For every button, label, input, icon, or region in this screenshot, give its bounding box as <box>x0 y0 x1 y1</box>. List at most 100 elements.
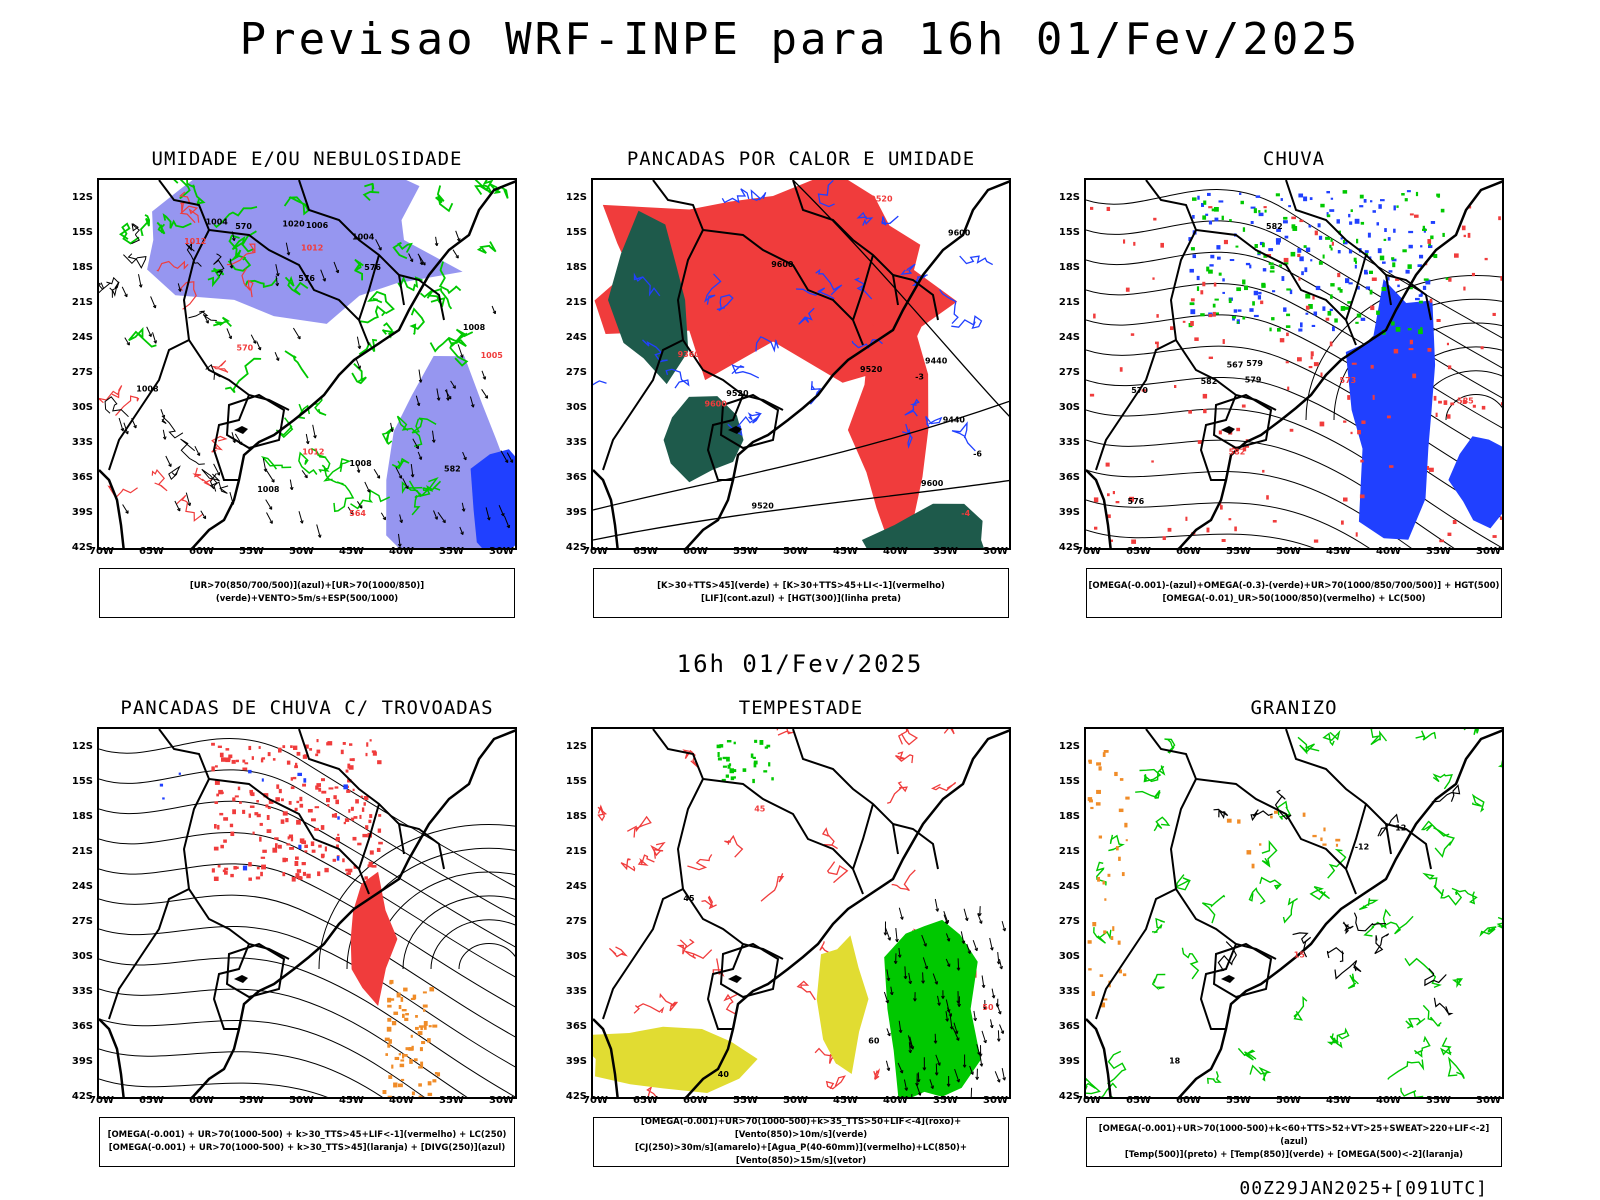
rh-low-contour <box>359 305 386 324</box>
country-border <box>852 254 874 321</box>
omega-dot <box>1388 270 1393 273</box>
omega500-dot <box>1125 839 1128 842</box>
latitude-label: 27S <box>565 916 587 927</box>
lake-mark <box>1221 426 1235 434</box>
storm-dot <box>318 787 322 792</box>
country-border <box>212 394 250 481</box>
wind850-vector <box>943 914 948 925</box>
wind-arrow <box>398 475 403 479</box>
storm-dot <box>262 849 267 853</box>
wind-arrow <box>408 253 414 262</box>
wind-arrow <box>228 335 232 340</box>
instability-dot <box>393 1082 398 1088</box>
omega-strong-dot <box>1285 325 1291 328</box>
omega500-dot <box>1312 834 1317 838</box>
wind850-vector <box>967 950 972 954</box>
wind850-vector <box>887 1032 891 1037</box>
storm-dot <box>290 777 293 781</box>
country-border <box>676 229 784 411</box>
omega-dot <box>1422 285 1427 290</box>
instability-dot <box>388 1039 392 1044</box>
storm-dot <box>349 758 355 762</box>
country-border <box>1345 254 1367 321</box>
rh-low-contour <box>213 206 258 229</box>
instability-dot <box>404 1054 408 1057</box>
omega-strong-dot <box>1409 287 1413 290</box>
wind-arrow <box>395 466 402 479</box>
omega-dot <box>1387 276 1390 281</box>
omega500-dot <box>1116 846 1119 851</box>
temp850-contour <box>1452 977 1464 988</box>
temp850-contour <box>1100 1082 1118 1097</box>
latitude-label: 21S <box>71 297 93 308</box>
omega-strong-dot <box>1320 203 1325 208</box>
omega-strong-dot <box>1236 287 1241 292</box>
instability-dot <box>415 1015 418 1018</box>
storm-dot <box>368 861 373 867</box>
wind-arrow <box>268 506 273 510</box>
wind850-vector <box>998 958 1003 970</box>
latitude-label: 36S <box>565 472 587 483</box>
instability-dot <box>420 1096 426 1097</box>
storm-dot <box>369 814 373 818</box>
storm-dot <box>350 817 355 821</box>
legend-line: [OMEGA(-0.01)_UR>50(1000/850)(vermelho) … <box>1162 594 1426 604</box>
temp850-contour <box>1370 729 1388 746</box>
storm-dot <box>282 857 286 863</box>
storm-dot <box>220 844 224 849</box>
storm-dot <box>378 841 383 845</box>
storm-dot <box>340 749 344 755</box>
contour-label: 579 <box>1246 359 1263 368</box>
wind-arrow <box>382 516 386 521</box>
rain-dot <box>1197 440 1202 444</box>
storm-dot <box>345 868 349 872</box>
rain-dot <box>1115 501 1120 504</box>
wind-arrow <box>320 269 326 282</box>
contour-label: 576 <box>1128 497 1145 506</box>
instability-dot <box>428 1025 432 1028</box>
coastline-borders <box>99 729 515 1097</box>
omega-strong-dot <box>1422 228 1427 231</box>
thickness-contour <box>115 395 140 416</box>
lc250-streamline <box>99 988 468 1097</box>
storm-dot <box>361 807 365 812</box>
country-border <box>1169 778 1277 960</box>
omega-dot <box>1253 314 1259 318</box>
rain-dot <box>1129 496 1135 502</box>
rain-dot <box>1262 469 1265 473</box>
wind-arrow <box>118 417 124 432</box>
longitude-label: 70W <box>583 1095 608 1106</box>
water-contour <box>873 1068 881 1081</box>
omega-strong-dot <box>1254 244 1258 248</box>
storm-dot <box>224 867 229 871</box>
longitude-label: 45W <box>1326 1095 1351 1106</box>
contour-label: 570 <box>1131 386 1148 395</box>
storm-dot <box>315 785 319 790</box>
rain-dot <box>1105 462 1110 467</box>
country-border <box>892 274 939 321</box>
omega-strong-dot <box>1278 264 1282 267</box>
rain-dot <box>1236 427 1241 432</box>
wind-arrow <box>390 428 394 433</box>
wind-arrow <box>469 396 474 408</box>
rain-dot <box>1220 505 1223 510</box>
wind-arrow <box>509 459 514 463</box>
rain-dot <box>1287 386 1290 391</box>
omega-dot <box>1190 309 1196 315</box>
storm-dot <box>321 790 327 794</box>
omega-dot <box>1297 248 1302 253</box>
lc250-streamline <box>99 863 515 1008</box>
instability-dot <box>429 987 435 992</box>
rain-dot <box>1446 342 1450 346</box>
latitude-label: 24S <box>1058 332 1080 343</box>
temp850-contour <box>1387 1059 1425 1080</box>
thickness-contour <box>241 268 254 298</box>
rain-dot <box>1244 445 1250 448</box>
wind850-dot <box>719 744 724 748</box>
omega-dot <box>1348 213 1351 218</box>
instability-dot <box>427 1081 432 1086</box>
longitude-label: 40W <box>389 546 414 557</box>
lc250-streamline <box>99 894 515 1038</box>
water-contour <box>626 815 652 838</box>
wind-arrow <box>322 278 326 282</box>
